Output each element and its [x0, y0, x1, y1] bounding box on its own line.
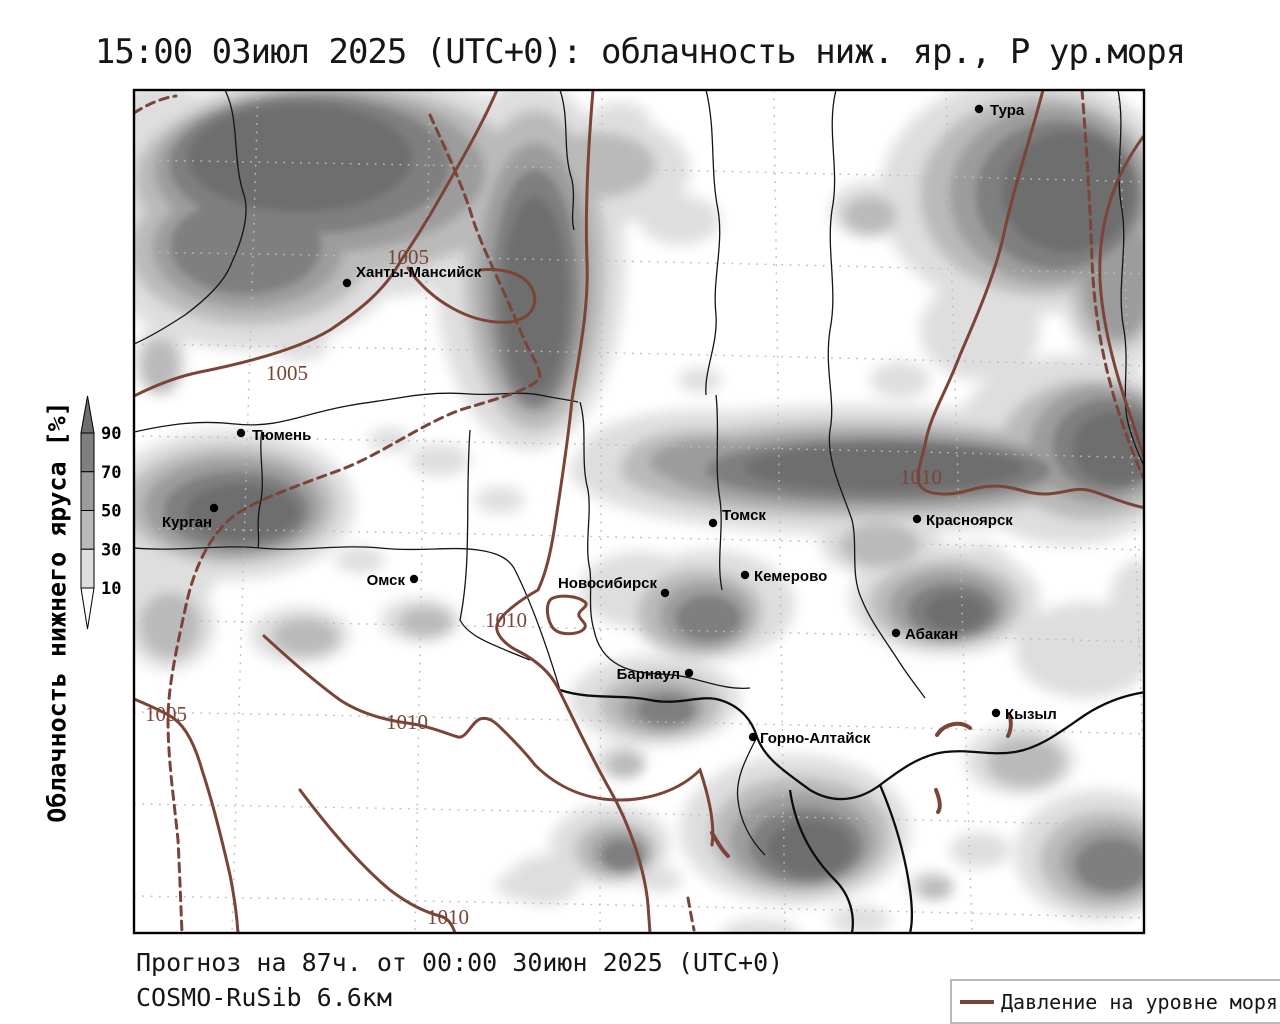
isobar-label: 1005 — [387, 245, 429, 269]
city-dot — [342, 278, 352, 288]
legend-line-sample — [960, 999, 994, 1004]
forecast-info: Прогноз на 87ч. от 00:00 30июн 2025 (UTC… — [136, 948, 784, 977]
colorbar-tick-label: 90 — [101, 424, 121, 444]
colorbar-segment — [80, 548, 95, 589]
model-info: COSMO-RuSib 6.6км — [136, 983, 392, 1012]
city-label: Томск — [722, 507, 766, 524]
isobar-label: 1010 — [427, 905, 469, 929]
city-label: Новосибирск — [558, 575, 658, 592]
city-label: Тюмень — [252, 427, 311, 444]
page-title: 15:00 03июл 2025 (UTC+0): облачность ниж… — [94, 32, 1186, 72]
colorbar-segment — [80, 510, 95, 550]
city-dot — [660, 588, 670, 598]
colorbar-tick-label: 50 — [101, 502, 121, 522]
map-frame — [132, 88, 1146, 935]
city-label: Красноярск — [926, 512, 1013, 529]
map-area: 1005 1005 1010 1005 1010 1010 1010 Тура Ханты-М… — [135, 91, 1143, 932]
colorbar-segment — [80, 432, 95, 473]
city-dot — [748, 732, 758, 742]
city-dot — [708, 518, 718, 528]
legend-box: Давление на уровне моря — [950, 979, 1280, 1024]
city-label: Барнаул — [617, 666, 680, 683]
city-label: Кемерово — [754, 568, 827, 585]
city-dot — [974, 104, 984, 114]
colorbar-tick-label: 70 — [101, 463, 121, 483]
city-label: Омск — [367, 572, 406, 589]
isobar-label: 1010 — [900, 465, 942, 489]
city-dot — [236, 428, 246, 438]
city-label: Абакан — [905, 626, 958, 643]
city-dot — [684, 668, 694, 678]
city-dot — [891, 628, 901, 638]
city-label: Кызыл — [1005, 706, 1057, 723]
colorbar-tick-label: 30 — [101, 540, 121, 560]
colorbar-arrow-bottom — [80, 587, 95, 630]
city-label: Тура — [990, 102, 1025, 119]
graticule-layer — [135, 91, 1143, 932]
legend-label: Давление на уровне моря — [1001, 989, 1278, 1014]
borders-layer — [135, 91, 1143, 932]
isobar-label: 1005 — [145, 702, 187, 726]
isobar-label: 1005 — [266, 361, 308, 385]
city-dot — [740, 570, 750, 580]
colorbar-segment — [80, 471, 95, 511]
city-dot — [991, 708, 1001, 718]
isobar-label: 1010 — [485, 608, 527, 632]
isobar-label: 1010 — [386, 710, 428, 734]
colorbar-arrow-top — [80, 395, 95, 434]
city-dot — [209, 503, 219, 513]
city-dot — [912, 514, 922, 524]
colorbar-tick-label: 10 — [101, 579, 121, 599]
colorbar: 90 70 50 30 10 — [80, 395, 121, 630]
isobar-layer — [135, 91, 1143, 932]
city-label: Ханты-Мансийск — [356, 264, 482, 281]
cloud-layer-90 — [186, 104, 1143, 875]
city-dot — [409, 574, 419, 584]
isobar-labels: 1005 1005 1010 1005 1010 1010 1010 — [145, 245, 942, 929]
city-label: Горно-Алтайск — [760, 730, 871, 747]
city-label: Курган — [162, 514, 212, 531]
cities-layer: Тура Ханты-Мансийск Тюмень Курган Омск Томск К… — [162, 102, 1057, 747]
